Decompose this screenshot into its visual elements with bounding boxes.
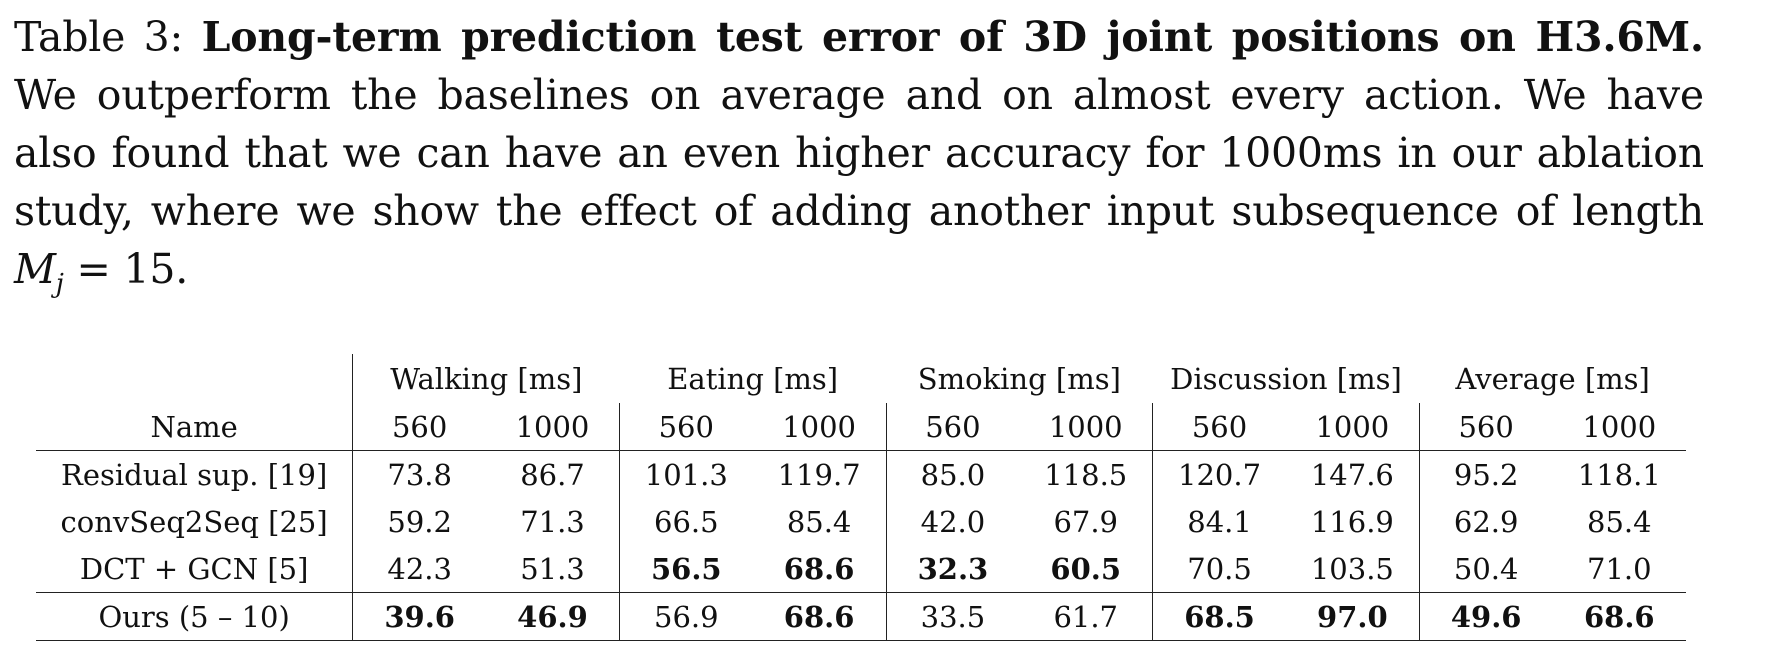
table-cell: 97.0 <box>1285 592 1420 641</box>
table-cell: 56.5 <box>618 545 753 593</box>
table-cell: 73.8 <box>352 450 487 498</box>
table-cell: 71.0 <box>1552 545 1686 593</box>
table-cell: 39.6 <box>352 592 487 641</box>
results-table-container: Walking [ms] Eating [ms] Smoking [ms] Di… <box>36 354 1686 641</box>
table-row: DCT + GCN [5] 42.3 51.3 56.5 68.6 32.3 6… <box>36 545 1686 593</box>
caption-label: Table 3: <box>14 13 184 61</box>
table-row: Residual sup. [19] 73.8 86.7 101.3 119.7… <box>36 450 1686 498</box>
table-cell: 56.9 <box>618 592 753 641</box>
subheader-cell: 1000 <box>1285 403 1420 451</box>
table-cell: 71.3 <box>520 504 585 539</box>
caption-math: Mj <box>14 245 64 299</box>
subheader-cell: 560 <box>1152 403 1286 451</box>
table-cell: 85.4 <box>1587 504 1652 539</box>
group-header-smoking: Smoking [ms] <box>917 361 1121 396</box>
subheader-cell: 1000 <box>1552 403 1686 451</box>
table-cell: 49.6 <box>1418 592 1553 641</box>
table-caption: Table 3: Long-term prediction test error… <box>14 8 1704 313</box>
table-cell: 68.5 <box>1152 592 1286 641</box>
table-row-ours: Ours (5 – 10) 39.6 46.9 56.9 68.6 33.5 6… <box>36 592 1686 641</box>
row-name: Residual sup. [19] <box>60 457 328 492</box>
table-row: convSeq2Seq [25] 59.2 71.3 66.5 85.4 42.… <box>36 498 1686 545</box>
table-cell: 51.3 <box>486 545 620 593</box>
table-cell: 68.6 <box>752 592 887 641</box>
table-cell: 86.7 <box>520 457 585 492</box>
subheader-cell: 1000 <box>1019 403 1153 451</box>
empty-header-cell <box>36 354 353 403</box>
group-header-row: Walking [ms] Eating [ms] Smoking [ms] Di… <box>36 354 1686 403</box>
table-cell: 95.2 <box>1418 450 1553 498</box>
table-cell: 60.5 <box>1019 545 1153 593</box>
results-table: Walking [ms] Eating [ms] Smoking [ms] Di… <box>36 354 1686 641</box>
caption-bold-title: Long-term prediction test error of 3D jo… <box>201 13 1705 61</box>
name-header: Name <box>36 403 353 451</box>
table-cell: 42.3 <box>352 545 487 593</box>
table-cell: 118.1 <box>1577 457 1661 492</box>
table-cell: 62.9 <box>1418 498 1553 545</box>
row-name: DCT + GCN [5] <box>36 545 353 593</box>
group-header-average: Average [ms] <box>1455 361 1650 396</box>
subheader-cell: 1000 <box>752 403 887 451</box>
row-name: Ours (5 – 10) <box>36 592 353 641</box>
subheader-row: Name 560 1000 560 1000 560 1000 560 1000… <box>36 403 1686 451</box>
table-cell: 85.0 <box>885 450 1020 498</box>
caption-body: We outperform the baselines on average a… <box>14 71 1704 235</box>
caption-math-rest: = 15. <box>76 245 189 293</box>
table-cell: 66.5 <box>618 498 753 545</box>
table-cell: 46.9 <box>486 592 620 641</box>
table-cell: 42.0 <box>885 498 1020 545</box>
table-cell: 59.2 <box>352 498 487 545</box>
table-cell: 101.3 <box>618 450 753 498</box>
subheader-cell: 560 <box>885 403 1020 451</box>
table-cell: 120.7 <box>1152 450 1286 498</box>
table-cell: 33.5 <box>885 592 1020 641</box>
table-cell: 116.9 <box>1310 504 1394 539</box>
math-variable: M <box>14 245 56 293</box>
group-header-walking: Walking [ms] <box>352 354 620 403</box>
table-cell: 68.6 <box>752 545 887 593</box>
table-cell: 68.6 <box>1552 592 1686 641</box>
table-cell: 50.4 <box>1418 545 1553 593</box>
subheader-cell: 560 <box>1418 403 1553 451</box>
row-name: convSeq2Seq [25] <box>60 504 328 539</box>
table-cell: 70.5 <box>1152 545 1286 593</box>
table-cell: 84.1 <box>1152 498 1286 545</box>
table-cell: 147.6 <box>1310 457 1394 492</box>
subheader-cell: 560 <box>618 403 753 451</box>
table-cell: 119.7 <box>777 457 861 492</box>
table-cell: 103.5 <box>1285 545 1420 593</box>
subheader-cell: 560 <box>352 403 487 451</box>
table-cell: 118.5 <box>1044 457 1128 492</box>
subheader-cell: 1000 <box>486 403 620 451</box>
group-header-discussion: Discussion [ms] <box>1170 361 1402 396</box>
table-cell: 67.9 <box>1053 504 1119 539</box>
group-header-eating: Eating [ms] <box>667 361 839 396</box>
table-cell: 32.3 <box>885 545 1020 593</box>
table-cell: 61.7 <box>1019 592 1153 641</box>
table-cell: 85.4 <box>786 504 852 539</box>
math-subscript: j <box>55 269 64 300</box>
